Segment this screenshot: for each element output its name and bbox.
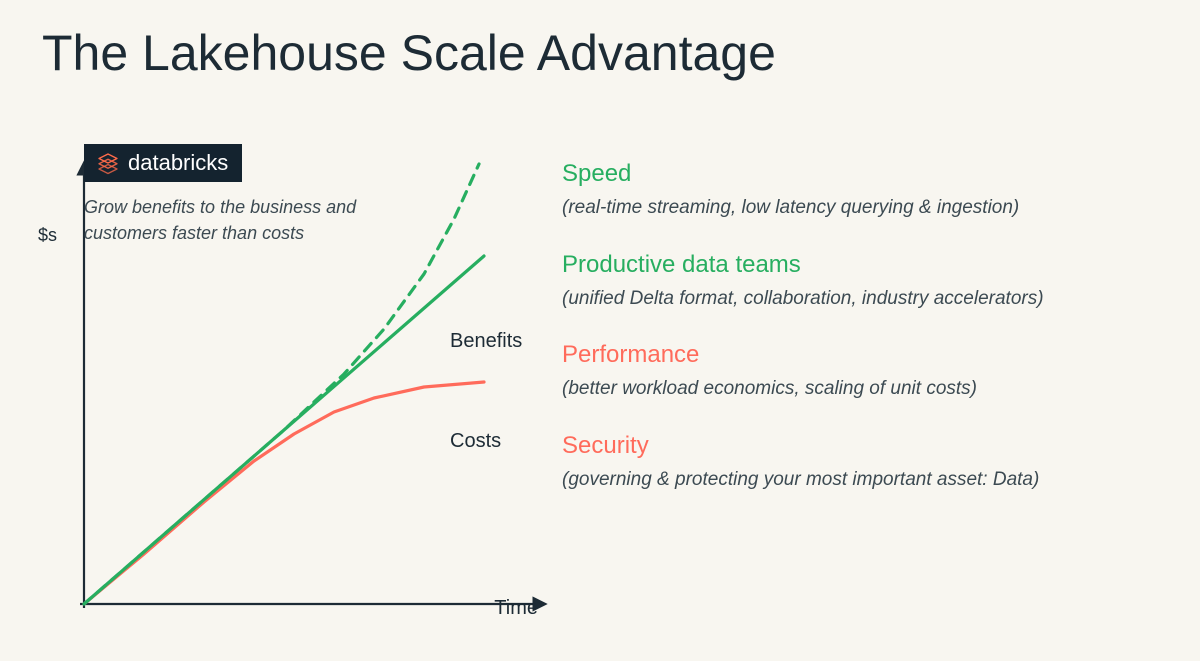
feature-title: Security: [562, 432, 1172, 460]
features-column: Speed (real-time streaming, low latency q…: [562, 160, 1172, 523]
slide: The Lakehouse Scale Advantage $s: [0, 0, 1200, 661]
chart-area: $s databricks Grow benefits to: [40, 150, 560, 620]
y-axis-label: $s: [38, 225, 57, 246]
series-benefits_solid: [84, 256, 484, 604]
slide-title: The Lakehouse Scale Advantage: [42, 24, 776, 82]
feature-desc: (real-time streaming, low latency queryi…: [562, 196, 1172, 221]
feature-desc: (unified Delta format, collaboration, in…: [562, 287, 1172, 312]
costs-label: Costs: [450, 430, 501, 453]
x-axis-label: Time: [494, 597, 538, 620]
logo: databricks: [84, 144, 242, 182]
feature-desc: (better workload economics, scaling of u…: [562, 377, 1172, 402]
chart-subtitle: Grow benefits to the business and custom…: [84, 194, 404, 246]
logo-text: databricks: [128, 150, 228, 176]
feature-2: Performance (better workload economics, s…: [562, 341, 1172, 402]
databricks-logo-icon: [96, 151, 120, 175]
feature-title: Performance: [562, 341, 1172, 369]
benefits-label: Benefits: [450, 330, 522, 353]
series-costs: [84, 382, 484, 604]
feature-title: Speed: [562, 160, 1172, 188]
feature-0: Speed (real-time streaming, low latency q…: [562, 160, 1172, 221]
feature-title: Productive data teams: [562, 251, 1172, 279]
feature-3: Security (governing & protecting your mos…: [562, 432, 1172, 493]
feature-1: Productive data teams (unified Delta form…: [562, 251, 1172, 312]
feature-desc: (governing & protecting your most import…: [562, 468, 1172, 493]
